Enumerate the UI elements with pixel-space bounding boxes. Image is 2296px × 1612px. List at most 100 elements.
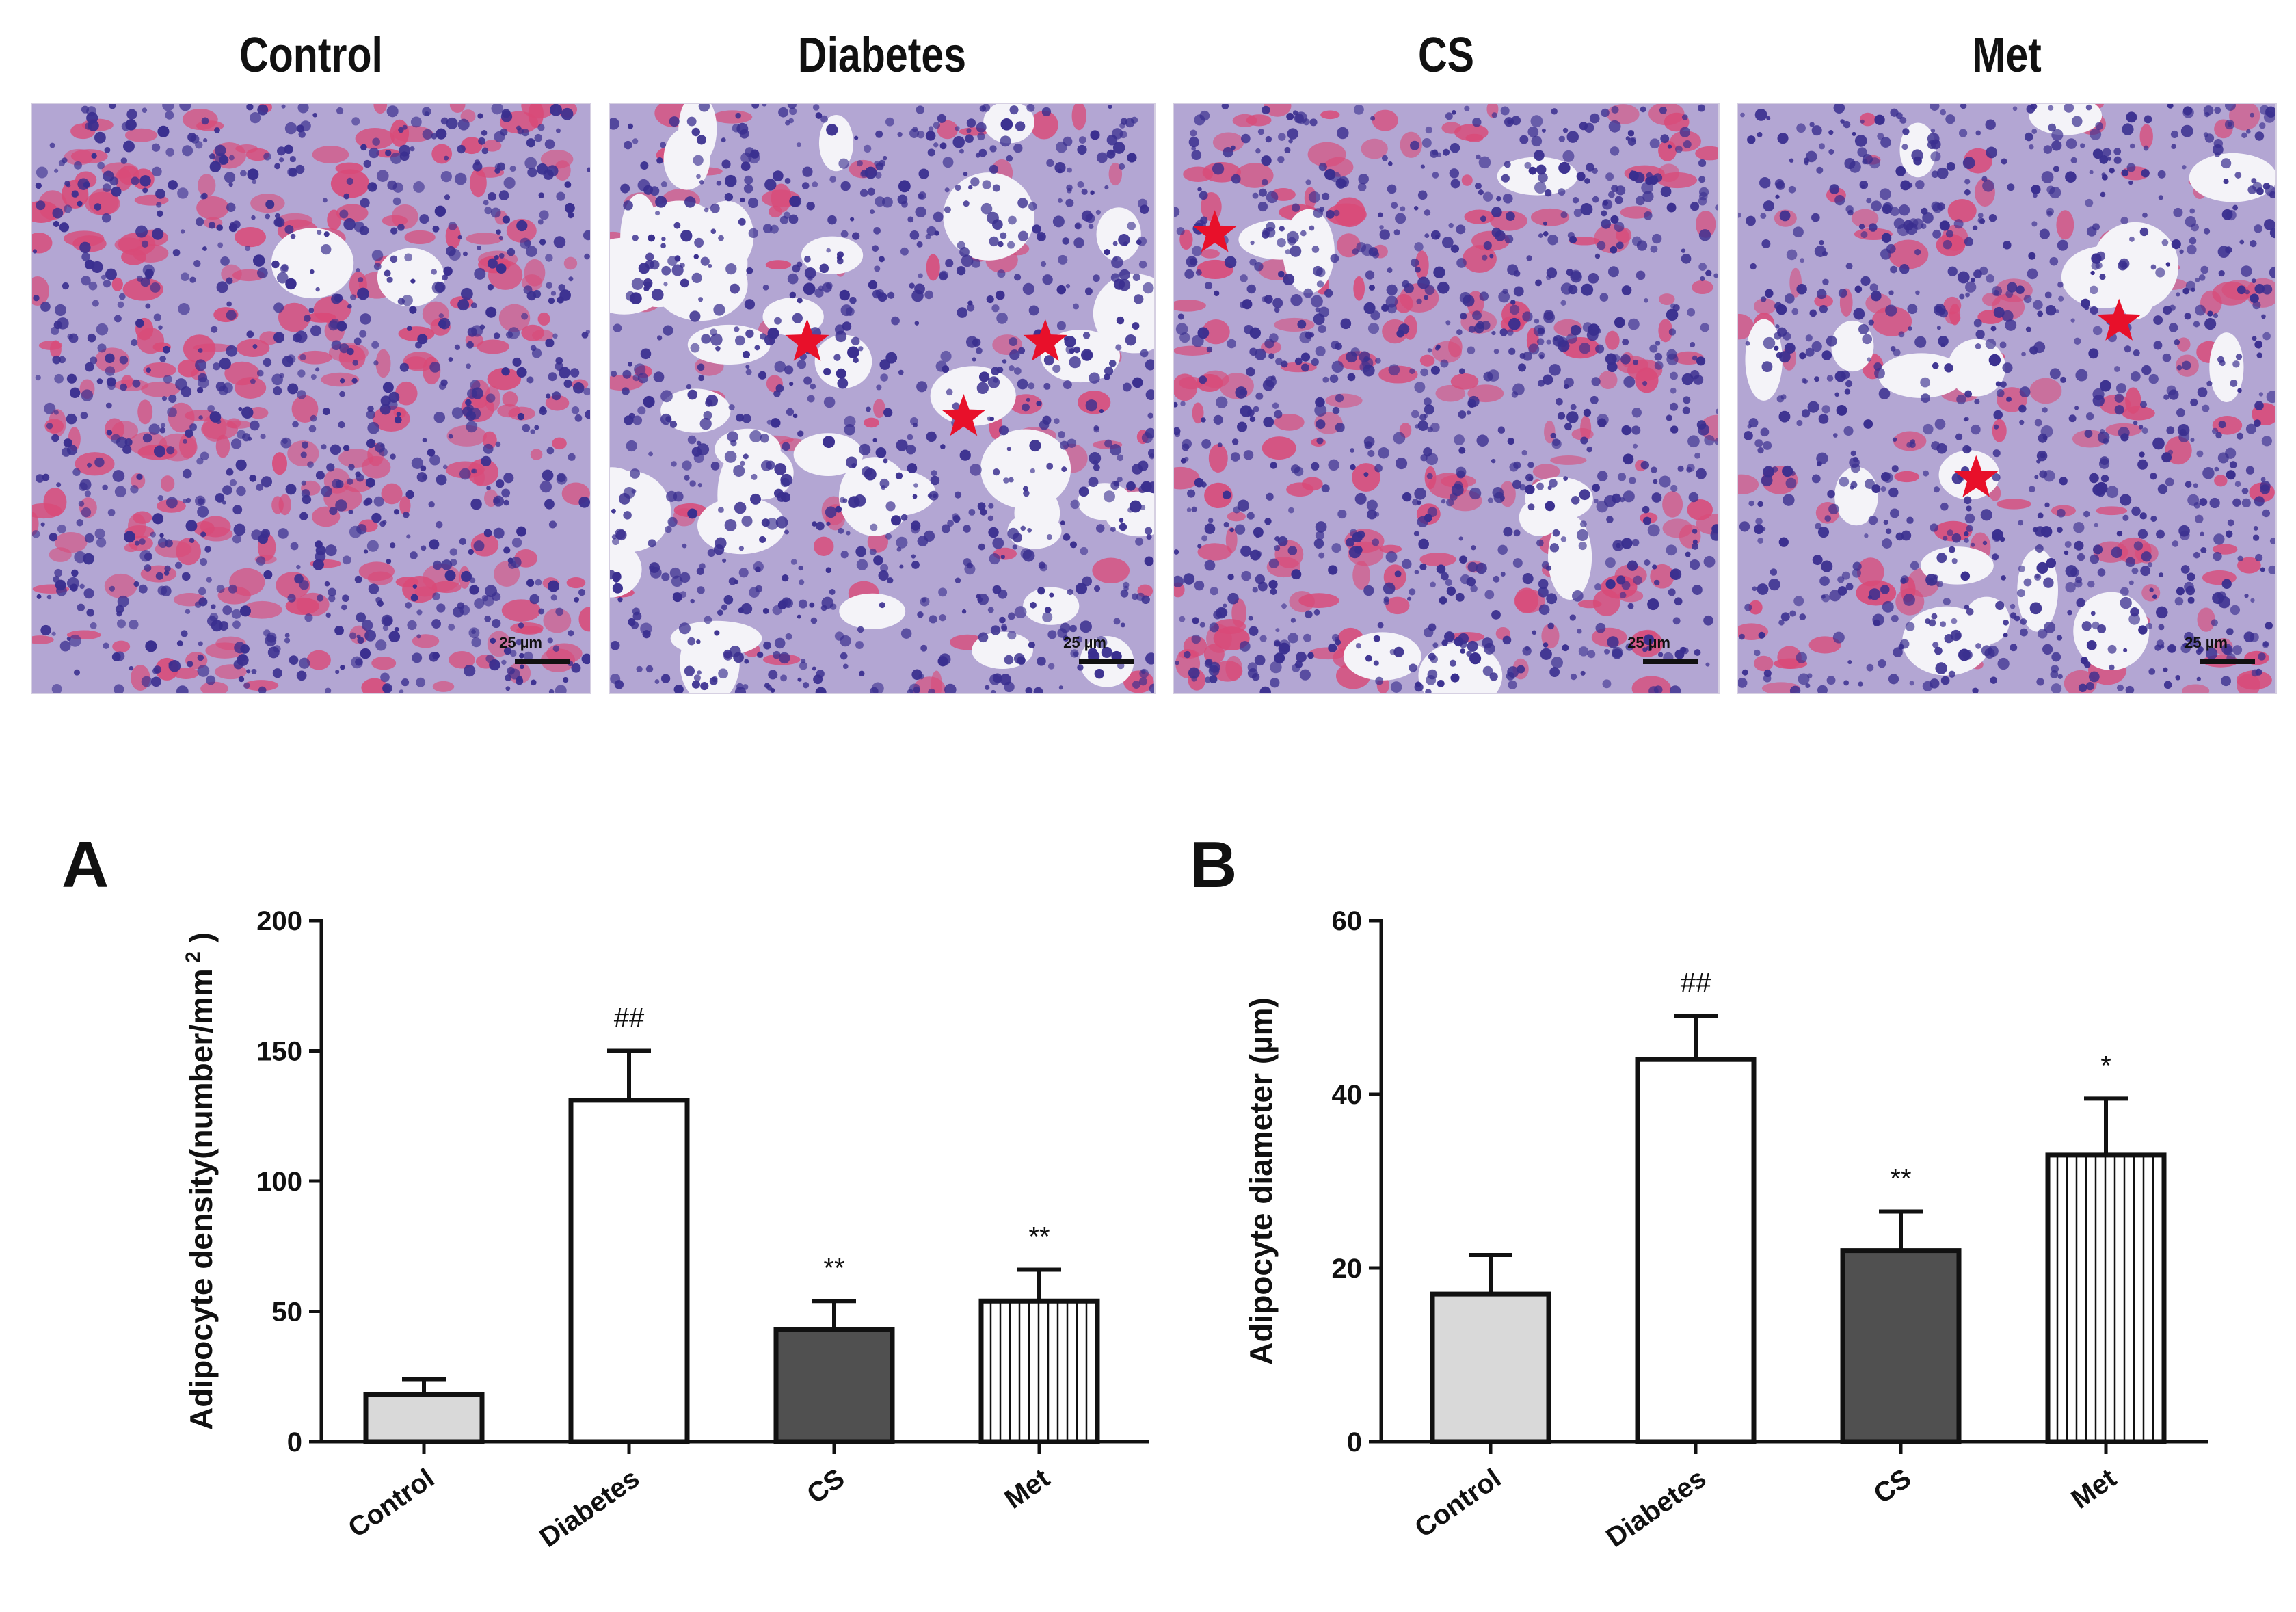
nucleus: [987, 607, 994, 613]
nucleus: [257, 104, 269, 116]
nucleus: [799, 579, 805, 585]
nucleus: [427, 448, 436, 457]
nucleus: [650, 259, 660, 270]
nucleus: [79, 479, 92, 490]
nucleus: [882, 155, 887, 161]
nucleus: [2211, 427, 2219, 434]
nucleus: [1868, 319, 1874, 326]
nucleus: [339, 378, 345, 384]
nucleus: [1314, 404, 1327, 417]
nucleus: [1270, 462, 1277, 469]
nucleus: [2010, 644, 2018, 652]
nucleus: [684, 475, 690, 481]
nucleus: [2044, 502, 2050, 508]
nucleus: [2005, 319, 2017, 331]
red-blood-cell: [2029, 378, 2062, 404]
nucleus: [2212, 592, 2224, 605]
nucleus: [2195, 514, 2204, 524]
nucleus: [1140, 505, 1146, 510]
nucleus: [2207, 310, 2213, 317]
nucleus: [235, 459, 247, 471]
nucleus: [119, 356, 129, 365]
nucleus: [485, 393, 496, 403]
nucleus: [2196, 676, 2201, 681]
nucleus: [674, 255, 681, 262]
nucleus: [846, 531, 851, 536]
nucleus: [2016, 285, 2025, 294]
nucleus: [1065, 284, 1071, 289]
nucleus: [1402, 280, 1410, 288]
adipocyte: [271, 228, 354, 299]
nucleus: [1951, 533, 1962, 543]
nucleus: [486, 486, 491, 490]
nucleus: [1389, 648, 1396, 655]
nucleus: [792, 413, 798, 419]
nucleus: [940, 350, 952, 362]
micrograph-diabetes: 25 µm: [609, 103, 1156, 694]
nucleus: [54, 568, 63, 577]
nucleus: [2109, 168, 2115, 174]
nucleus: [222, 605, 232, 616]
nucleus: [571, 406, 580, 414]
nucleus: [1698, 176, 1706, 183]
nucleus: [1964, 237, 1974, 247]
nucleus: [195, 359, 207, 371]
nucleus: [871, 682, 884, 693]
nucleus: [1670, 387, 1677, 394]
nucleus: [167, 407, 177, 418]
red-blood-cell: [2200, 290, 2222, 316]
nucleus: [1698, 159, 1707, 168]
nucleus: [557, 296, 564, 304]
nucleus: [710, 203, 720, 213]
nucleus: [1545, 501, 1556, 512]
nucleus: [390, 153, 402, 164]
nucleus: [1273, 639, 1281, 647]
nucleus: [331, 340, 342, 351]
nucleus: [712, 676, 718, 683]
nucleus: [809, 602, 815, 608]
nucleus: [1780, 612, 1790, 622]
nucleus: [1930, 151, 1941, 162]
nucleus: [2245, 289, 2250, 295]
nucleus: [63, 438, 72, 447]
red-blood-cell: [49, 547, 72, 562]
nucleus: [1703, 615, 1713, 626]
nucleus: [349, 525, 362, 538]
nucleus: [803, 282, 816, 295]
nucleus: [1796, 419, 1803, 427]
nucleus: [1350, 464, 1356, 471]
nucleus: [295, 164, 305, 174]
nucleus: [1421, 137, 1432, 148]
nucleus: [1538, 604, 1550, 616]
nucleus: [990, 689, 996, 693]
nucleus: [1469, 487, 1482, 500]
nucleus: [373, 360, 379, 366]
nucleus: [1367, 509, 1377, 520]
nucleus: [2031, 185, 2041, 195]
nucleus: [1265, 135, 1272, 143]
nucleus: [153, 313, 161, 321]
nucleus: [2086, 639, 2097, 650]
nucleus: [1779, 210, 1791, 222]
nucleus: [1567, 232, 1575, 239]
nucleus: [1616, 241, 1624, 250]
nucleus: [928, 126, 934, 132]
nucleus: [353, 221, 365, 233]
nucleus: [760, 333, 766, 340]
nucleus: [107, 382, 116, 391]
nucleus: [815, 687, 827, 693]
scale-bar-label: 25 µm: [2185, 634, 2228, 651]
nucleus: [1940, 621, 1947, 628]
tissue-texture: [1738, 104, 2275, 693]
nucleus: [1921, 223, 1927, 230]
nucleus: [961, 254, 974, 267]
nucleus: [715, 345, 721, 352]
nucleus: [548, 297, 555, 304]
nucleus: [734, 501, 747, 514]
nucleus: [176, 685, 189, 693]
nucleus: [1191, 334, 1204, 347]
nucleus: [1080, 620, 1092, 633]
nucleus: [347, 478, 353, 485]
nucleus: [687, 637, 696, 646]
nucleus: [390, 542, 396, 549]
